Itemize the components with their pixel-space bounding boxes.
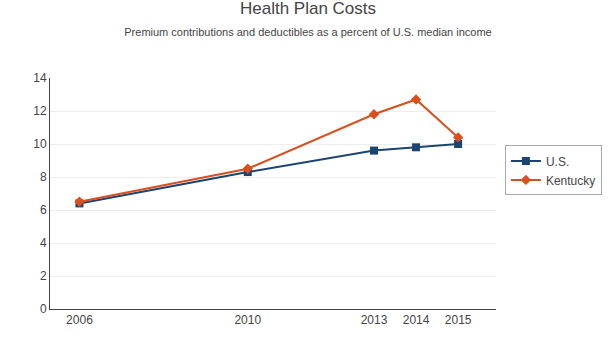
svg-text:2006: 2006 (66, 313, 93, 327)
svg-text:4: 4 (40, 236, 47, 250)
svg-text:U.S.: U.S. (546, 155, 569, 169)
svg-text:14: 14 (33, 71, 47, 85)
svg-text:2010: 2010 (234, 313, 261, 327)
svg-text:12: 12 (33, 104, 47, 118)
svg-text:2: 2 (40, 269, 47, 283)
svg-text:2013: 2013 (361, 313, 388, 327)
svg-text:Kentucky: Kentucky (546, 174, 595, 188)
svg-text:8: 8 (40, 170, 47, 184)
svg-text:2015: 2015 (445, 313, 472, 327)
svg-text:Health Plan CostsPremium contr: Health Plan CostsPremium contributions a… (124, 0, 491, 38)
svg-text:6: 6 (40, 203, 47, 217)
svg-text:2014: 2014 (403, 313, 430, 327)
svg-text:0: 0 (40, 302, 47, 316)
svg-text:10: 10 (33, 137, 47, 151)
